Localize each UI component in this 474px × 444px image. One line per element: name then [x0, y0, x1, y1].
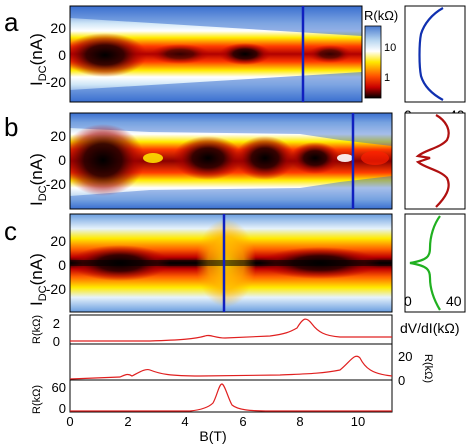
- panel-c-heatmap: [70, 214, 392, 312]
- panel-b-ytick-0: 0: [58, 152, 66, 168]
- colorbar-tick-1: 1: [384, 72, 390, 84]
- trace-3-ytick-60: 60: [52, 380, 66, 395]
- panel-label-c: c: [4, 216, 17, 246]
- trace-1-ylabel: R(kΩ): [31, 315, 43, 344]
- panel-b-frame: [69, 112, 393, 210]
- xtick-8: 8: [296, 414, 303, 429]
- xtick-4: 4: [181, 414, 188, 429]
- xtick-6: 6: [239, 414, 246, 429]
- panel-b-ytick-20: 20: [50, 128, 66, 144]
- panel-a-ytick-0: 0: [58, 47, 66, 63]
- trace-2-ytick-20: 20: [398, 349, 412, 364]
- panel-c-ytick-20: 20: [50, 233, 66, 249]
- trace-1-ytick-2: 2: [53, 316, 60, 331]
- panel-c-ytick-neg20: -20: [46, 281, 66, 297]
- panel-b-ytick-neg20: -20: [46, 176, 66, 192]
- panel-label-a: a: [4, 7, 19, 37]
- panel-a-frame: [69, 5, 363, 103]
- panel-a-yticks: 20 0 -20: [46, 20, 66, 90]
- panel-b-ylabel: IDC(nA): [27, 153, 49, 206]
- panel-a-sideplot: 0 40: [404, 5, 466, 123]
- xtick-10: 10: [351, 414, 365, 429]
- trace-1: R(kΩ) 2 0: [31, 314, 393, 349]
- panel-c-ytick-0: 0: [58, 257, 66, 273]
- colorbar-tick-10: 10: [384, 42, 396, 54]
- panel-a-heatmap: [70, 6, 362, 102]
- trace-2: R(kΩ) 20 0: [69, 343, 434, 388]
- trace-2-ytick-0: 0: [398, 373, 405, 388]
- panel-c-side-xtick-0: 0: [404, 293, 412, 309]
- trace-1-ytick-0: 0: [53, 334, 60, 349]
- trace-3: R(kΩ) 60 0: [31, 379, 393, 416]
- side-xlabel: dV/dI(kΩ): [400, 320, 459, 336]
- x-axis-label: B(T): [199, 428, 226, 444]
- colorbar: [364, 25, 382, 99]
- panel-c-yticks: 20 0 -20: [46, 233, 66, 297]
- panel-c-frame: [69, 213, 393, 313]
- panel-a-ytick-neg20: -20: [46, 74, 66, 90]
- panel-label-b: b: [4, 112, 18, 142]
- panel-c-ylabel: IDC(nA): [27, 253, 49, 306]
- xtick-0: 0: [66, 414, 73, 429]
- colorbar-title: R(kΩ): [364, 8, 398, 23]
- panel-a-ytick-20: 20: [50, 20, 66, 36]
- trace-3-ytick-0: 0: [59, 401, 66, 416]
- xtick-2: 2: [124, 414, 131, 429]
- panel-a-ylabel: IDC(nA): [27, 33, 49, 86]
- panel-b-heatmap: [70, 113, 392, 209]
- x-axis: 0 2 4 6 8 10: [66, 414, 365, 429]
- panel-b-yticks: 20 0 -20: [46, 128, 66, 192]
- panel-c-sideplot: 0 40: [404, 213, 466, 313]
- trace-2-ylabel: R(kΩ): [422, 354, 434, 383]
- trace-3-ylabel: R(kΩ): [31, 385, 43, 414]
- panel-c-side-xtick-40: 40: [446, 293, 462, 309]
